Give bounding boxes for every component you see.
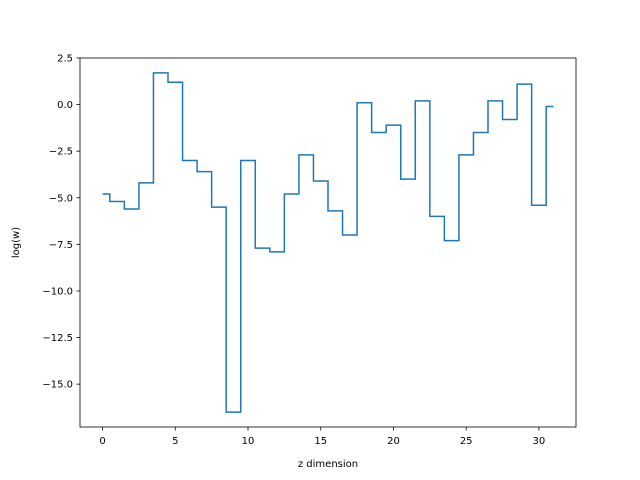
x-tick-label: 15 [314, 436, 327, 447]
x-tick-label: 30 [533, 436, 546, 447]
x-tick-label: 0 [99, 436, 105, 447]
y-tick-label: −5.0 [49, 193, 73, 204]
x-tick-label: 5 [172, 436, 178, 447]
plot-frame [79, 57, 577, 428]
y-tick-label: −10.0 [42, 286, 73, 297]
y-axis-label: log(w) [11, 227, 22, 258]
series-line [102, 72, 554, 413]
x-tick-label: 20 [387, 436, 400, 447]
y-tick-label: 2.5 [57, 54, 73, 65]
x-tick-label: 25 [460, 436, 473, 447]
y-axis: 2.5 0.0 −2.5 −5.0 −7.5 −10.0 −12.5 −15.0 [42, 54, 80, 391]
plot-area [80, 58, 576, 427]
y-tick-label: −12.5 [42, 333, 73, 344]
y-tick-label: −15.0 [42, 380, 73, 391]
x-tick-label: 10 [242, 436, 255, 447]
y-tick-label: 0.0 [57, 100, 73, 111]
y-tick-label: −7.5 [49, 240, 73, 251]
y-tick-label: −2.5 [49, 147, 73, 158]
x-axis: 0 5 10 15 20 25 30 [99, 427, 545, 447]
x-axis-label: z dimension [298, 459, 358, 470]
